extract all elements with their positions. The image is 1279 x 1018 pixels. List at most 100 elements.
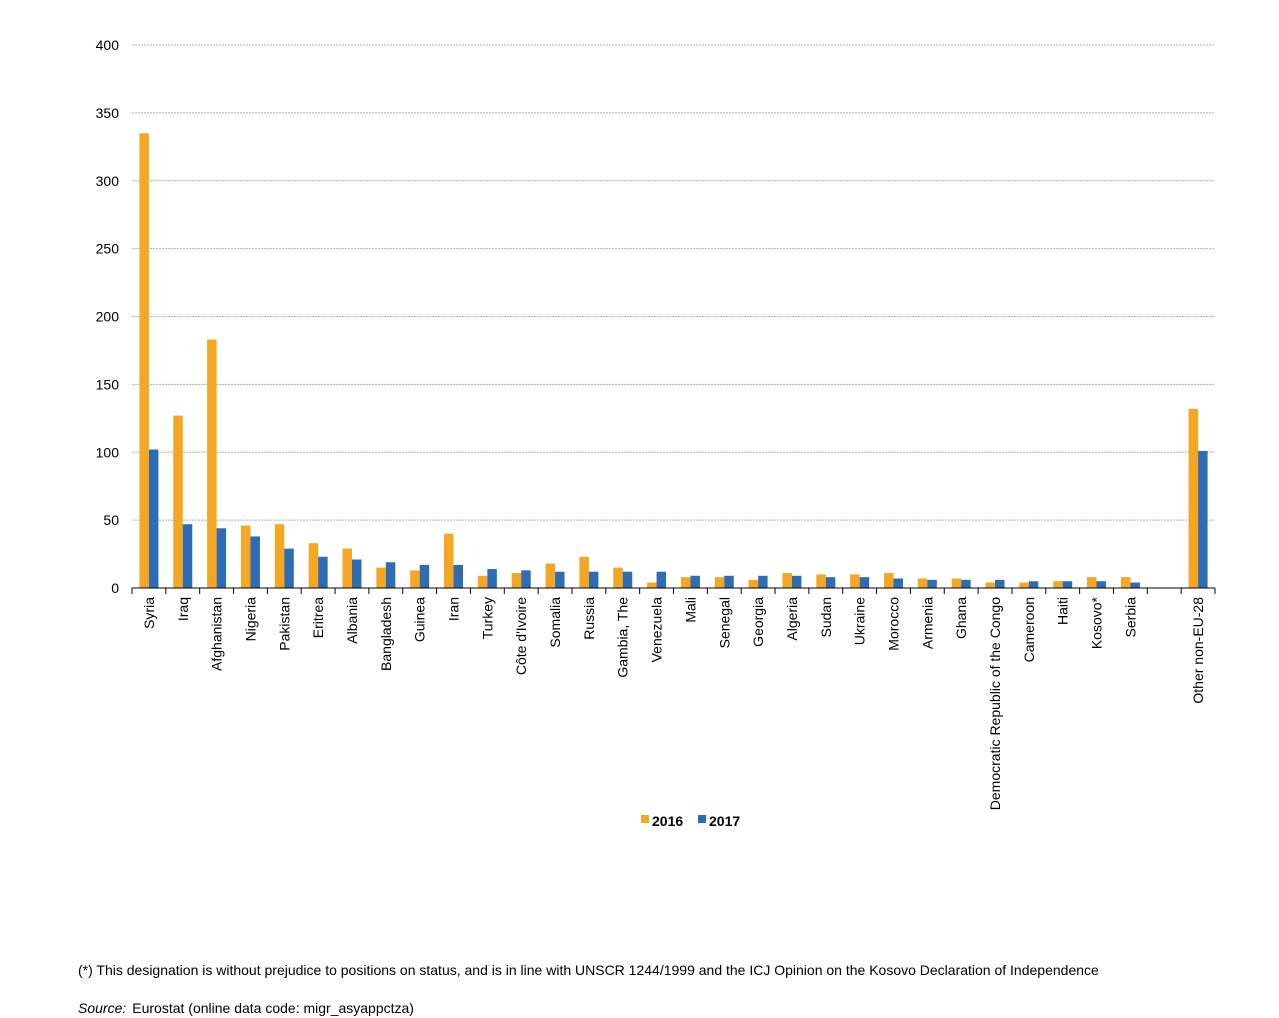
bar-2016 <box>850 574 860 588</box>
bar-2017 <box>791 575 802 588</box>
legend-label: 2016 <box>652 813 683 829</box>
bar-2017 <box>453 564 464 588</box>
bar-2017 <box>555 571 565 588</box>
bar-2017 <box>284 548 294 588</box>
x-tick-label: Gambia, The <box>615 597 631 678</box>
bar-2017 <box>859 577 870 588</box>
bar-2017 <box>1130 582 1140 588</box>
bar-2016 <box>308 543 319 588</box>
bar-2016 <box>680 577 691 588</box>
bar-2016 <box>376 567 386 588</box>
x-tick-label: Albania <box>344 597 360 644</box>
x-tick-label: Bangladesh <box>378 597 394 671</box>
bar-2017 <box>758 575 768 588</box>
bar-2017 <box>250 536 260 588</box>
x-axis: Syria Iraq Afghanistan Nigeria Pakistan Eritr… <box>131 587 1216 810</box>
legend: 2016 2017 <box>641 813 740 829</box>
bar-2017 <box>351 559 362 588</box>
x-tick-label: Afghanistan <box>209 597 225 671</box>
x-tick-label: Algeria <box>784 597 800 641</box>
y-tick-label: 400 <box>96 37 120 53</box>
x-tick-label: Turkey <box>479 597 495 639</box>
bar-2017 <box>521 570 531 588</box>
y-tick-label: 0 <box>111 580 119 596</box>
bar-2016 <box>444 533 454 588</box>
y-tick-label: 250 <box>96 241 120 257</box>
x-tick-label: Senegal <box>716 597 732 648</box>
x-tick-label: Russia <box>581 597 597 640</box>
bar-2016 <box>1120 577 1131 588</box>
bar-2017 <box>1062 581 1073 588</box>
y-tick-label: 200 <box>96 309 120 325</box>
bar-2016 <box>511 573 522 588</box>
y-tick-label: 50 <box>103 512 119 528</box>
bar-2017 <box>182 524 193 588</box>
bar-2017 <box>1096 581 1107 588</box>
bar-2016 <box>647 582 657 588</box>
y-axis: 0 50 100 150 200 250 300 350 400 <box>96 37 120 596</box>
bar-2016 <box>579 556 589 588</box>
legend-label: 2017 <box>709 813 740 829</box>
x-tick-label: Kosovo* <box>1089 596 1105 649</box>
bar-2017 <box>588 571 599 588</box>
x-tick-label: Haiti <box>1055 597 1071 625</box>
bar-2017 <box>927 579 937 588</box>
bar-2016 <box>714 577 725 588</box>
x-tick-label: Nigeria <box>242 597 258 642</box>
bar-2016 <box>1087 577 1097 588</box>
x-tick-label: Georgia <box>750 597 766 647</box>
bar-2016 <box>545 563 556 588</box>
bar-2017 <box>825 577 836 588</box>
bar-2016 <box>173 415 183 588</box>
y-tick-label: 150 <box>96 376 120 392</box>
bar-2016 <box>748 579 759 588</box>
bar-2017 <box>893 578 903 588</box>
x-tick-label: Other non-EU-28 <box>1190 597 1206 704</box>
bar-2017 <box>419 564 430 588</box>
y-tick-label: 100 <box>96 444 120 460</box>
source-label: Source: <box>78 1000 127 1016</box>
x-tick-label: Côte d'Ivoire <box>513 597 529 675</box>
x-tick-label: Venezuela <box>649 597 665 663</box>
x-tick-label: Morocco <box>885 597 901 651</box>
bars <box>139 133 1208 589</box>
bar-2017 <box>656 571 667 588</box>
bar-2017 <box>318 556 328 588</box>
bar-2016 <box>410 570 420 588</box>
bar-2016 <box>917 578 928 588</box>
bar-2017 <box>690 575 700 588</box>
bar-2016 <box>274 524 285 588</box>
bar-2017 <box>148 449 159 588</box>
bar-2016 <box>240 525 251 588</box>
source-text: Eurostat (online data code: migr_asyappc… <box>132 1000 414 1016</box>
bar-2016 <box>1188 408 1199 588</box>
x-tick-label: Eritrea <box>310 597 326 638</box>
bar-2017 <box>622 571 633 588</box>
x-tick-label: Syria <box>141 597 157 629</box>
x-tick-label: Mali <box>682 597 698 623</box>
y-tick-label: 350 <box>96 105 120 121</box>
source-line: Source: Eurostat (online data code: migr_… <box>78 1000 414 1016</box>
bar-2016 <box>613 567 623 588</box>
bar-2016 <box>139 133 149 589</box>
x-tick-label: Ukraine <box>852 597 868 645</box>
x-tick-label: Serbia <box>1122 597 1138 638</box>
x-tick-label: Sudan <box>818 597 834 637</box>
bar-2017 <box>995 579 1005 588</box>
bar-2016 <box>477 575 488 588</box>
legend-swatch <box>641 815 649 823</box>
bar-chart: 0 50 100 150 200 250 300 350 400 Syria Iraq Afghan… <box>96 37 1216 829</box>
bar-2016 <box>1019 582 1029 588</box>
bar-2016 <box>985 582 996 588</box>
bar-2017 <box>216 528 227 588</box>
x-tick-label: Iran <box>446 597 462 621</box>
bar-2017 <box>385 562 396 588</box>
x-tick-label: Ghana <box>953 597 969 639</box>
bar-2016 <box>883 573 894 588</box>
bar-2016 <box>782 573 792 588</box>
gridlines <box>132 44 1215 521</box>
bar-2017 <box>724 575 734 588</box>
bar-2017 <box>487 568 497 588</box>
bar-2016 <box>207 339 217 588</box>
x-tick-label: Somalia <box>547 597 563 648</box>
